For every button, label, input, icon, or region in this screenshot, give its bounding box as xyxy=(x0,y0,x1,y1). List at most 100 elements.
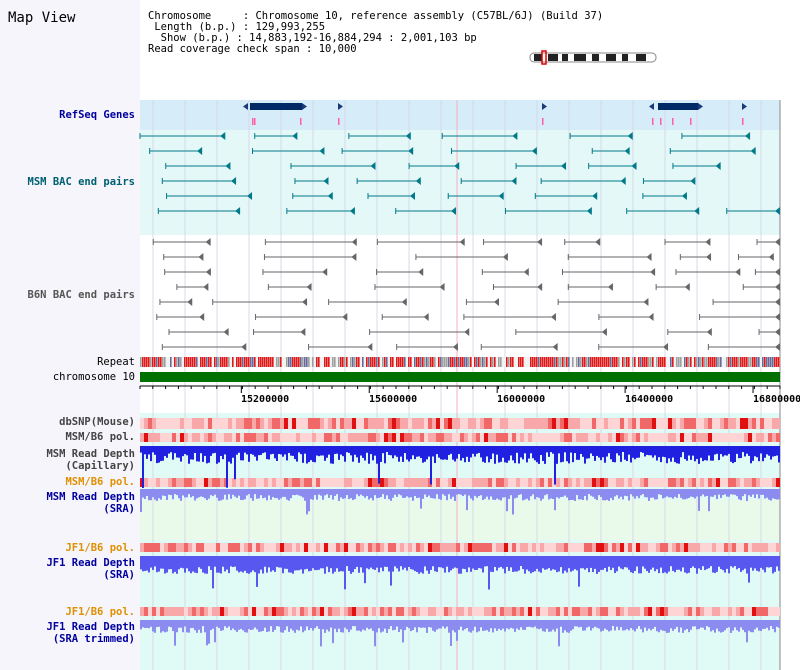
read-depth-bar xyxy=(482,489,484,501)
read-depth-bar xyxy=(466,489,468,511)
polymorphism-cell xyxy=(668,418,672,429)
read-depth-bar xyxy=(450,556,452,571)
track-label-jf1-b6-pol[interactable]: JF1/B6 pol. xyxy=(65,542,135,554)
read-depth-bar xyxy=(238,446,240,453)
polymorphism-cell xyxy=(244,607,248,616)
read-depth-bar xyxy=(484,446,486,463)
polymorphism-cell xyxy=(220,607,224,616)
polymorphism-cell xyxy=(532,543,536,552)
polymorphism-cell xyxy=(160,433,164,442)
read-depth-bar xyxy=(480,620,482,628)
repeat-mark xyxy=(460,357,462,367)
read-depth-bar xyxy=(272,556,274,571)
read-depth-bar xyxy=(346,446,348,453)
read-depth-bar xyxy=(238,620,240,630)
read-depth-bar xyxy=(660,620,662,630)
polymorphism-cell xyxy=(220,418,224,429)
read-depth-bar xyxy=(364,620,366,631)
polymorphism-cell xyxy=(280,433,284,442)
read-depth-bar xyxy=(224,620,226,627)
track-label-jf1-b6-pol-2[interactable]: JF1/B6 pol. xyxy=(65,606,135,618)
track-label-msm-depth-sra[interactable]: MSM Read Depth (SRA) xyxy=(46,491,135,515)
read-depth-bar xyxy=(172,620,174,632)
track-label-refseq[interactable]: RefSeq Genes xyxy=(59,109,135,121)
repeat-mark xyxy=(310,357,312,367)
read-depth-bar xyxy=(302,446,304,463)
read-depth-bar xyxy=(340,620,342,633)
read-depth-bar xyxy=(152,620,154,632)
repeat-mark xyxy=(594,357,596,367)
read-depth-bar xyxy=(774,489,776,499)
read-depth-bar xyxy=(284,489,286,497)
read-depth-bar xyxy=(718,620,720,632)
polymorphism-cell xyxy=(660,418,664,429)
polymorphism-cell xyxy=(424,433,428,442)
track-label-dbsnp[interactable]: dbSNP(Mouse) xyxy=(59,416,135,428)
polymorphism-cell xyxy=(672,478,676,487)
read-depth-bar xyxy=(234,556,236,567)
read-depth-bar xyxy=(418,556,420,574)
read-depth-bar xyxy=(350,489,352,499)
read-depth-bar xyxy=(586,620,588,628)
read-depth-bar xyxy=(778,446,780,463)
read-depth-bar xyxy=(570,489,572,501)
read-depth-bar xyxy=(230,489,232,499)
polymorphism-cell xyxy=(384,478,388,487)
read-depth-bar xyxy=(626,489,628,497)
track-label-msm-b6-pol[interactable]: MSM/B6 pol. xyxy=(65,431,135,443)
read-depth-bar xyxy=(354,446,356,455)
polymorphism-cell xyxy=(668,478,672,487)
read-depth-bar xyxy=(560,489,562,498)
read-depth-bar xyxy=(286,556,288,569)
read-depth-bar xyxy=(168,489,170,495)
read-depth-bar xyxy=(560,556,562,568)
read-depth-bar xyxy=(704,620,706,630)
read-depth-bar xyxy=(184,556,186,573)
read-depth-bar xyxy=(416,489,418,499)
track-label-msm-bac[interactable]: MSM BAC end pairs xyxy=(27,176,135,188)
read-depth-bar xyxy=(300,556,302,570)
read-depth-bar xyxy=(334,620,336,629)
track-label-jf1-depth-sra[interactable]: JF1 Read Depth (SRA) xyxy=(46,557,135,581)
read-depth-bar xyxy=(438,556,440,568)
read-depth-bar xyxy=(270,446,272,455)
polymorphism-cell xyxy=(516,478,520,487)
polymorphism-cell xyxy=(408,433,412,442)
read-depth-bar xyxy=(622,489,624,500)
polymorphism-cell xyxy=(496,478,500,487)
polymorphism-cell xyxy=(216,433,220,442)
read-depth-bar xyxy=(706,446,708,461)
polymorphism-cell xyxy=(392,478,396,487)
read-depth-bar xyxy=(516,620,518,629)
polymorphism-cell xyxy=(768,543,772,552)
read-depth-bar xyxy=(774,620,776,633)
read-depth-bar xyxy=(644,489,646,498)
track-label-msm-b6-pol-2[interactable]: MSM/B6 pol. xyxy=(65,476,135,488)
read-depth-bar xyxy=(584,446,586,464)
track-label-b6n-bac[interactable]: B6N BAC end pairs xyxy=(27,289,135,301)
read-depth-bar xyxy=(192,556,194,572)
polymorphism-cell xyxy=(740,607,744,616)
read-depth-bar xyxy=(170,446,172,453)
polymorphism-cell xyxy=(308,433,312,442)
read-depth-bar xyxy=(392,446,394,459)
repeat-mark xyxy=(162,357,164,367)
polymorphism-cell xyxy=(496,418,500,429)
polymorphism-cell xyxy=(180,478,184,487)
read-depth-bar xyxy=(316,556,318,571)
polymorphism-cell xyxy=(256,478,260,487)
repeat-mark xyxy=(410,357,412,367)
read-depth-bar xyxy=(194,556,196,573)
polymorphism-cell xyxy=(320,418,324,429)
track-label-msm-depth-capillary[interactable]: MSM Read Depth (Capillary) xyxy=(46,448,135,472)
read-depth-bar xyxy=(334,446,336,454)
track-label-jf1-depth-trimmed[interactable]: JF1 Read Depth (SRA trimmed) xyxy=(46,621,135,645)
read-depth-bar xyxy=(328,446,330,455)
read-depth-bar xyxy=(234,620,236,631)
read-depth-bar xyxy=(766,556,768,568)
msm-b6-pol-strip xyxy=(140,433,780,442)
read-depth-bar xyxy=(316,446,318,456)
gene-exon-mark xyxy=(338,118,340,125)
bac-pair-arrow xyxy=(595,238,601,246)
